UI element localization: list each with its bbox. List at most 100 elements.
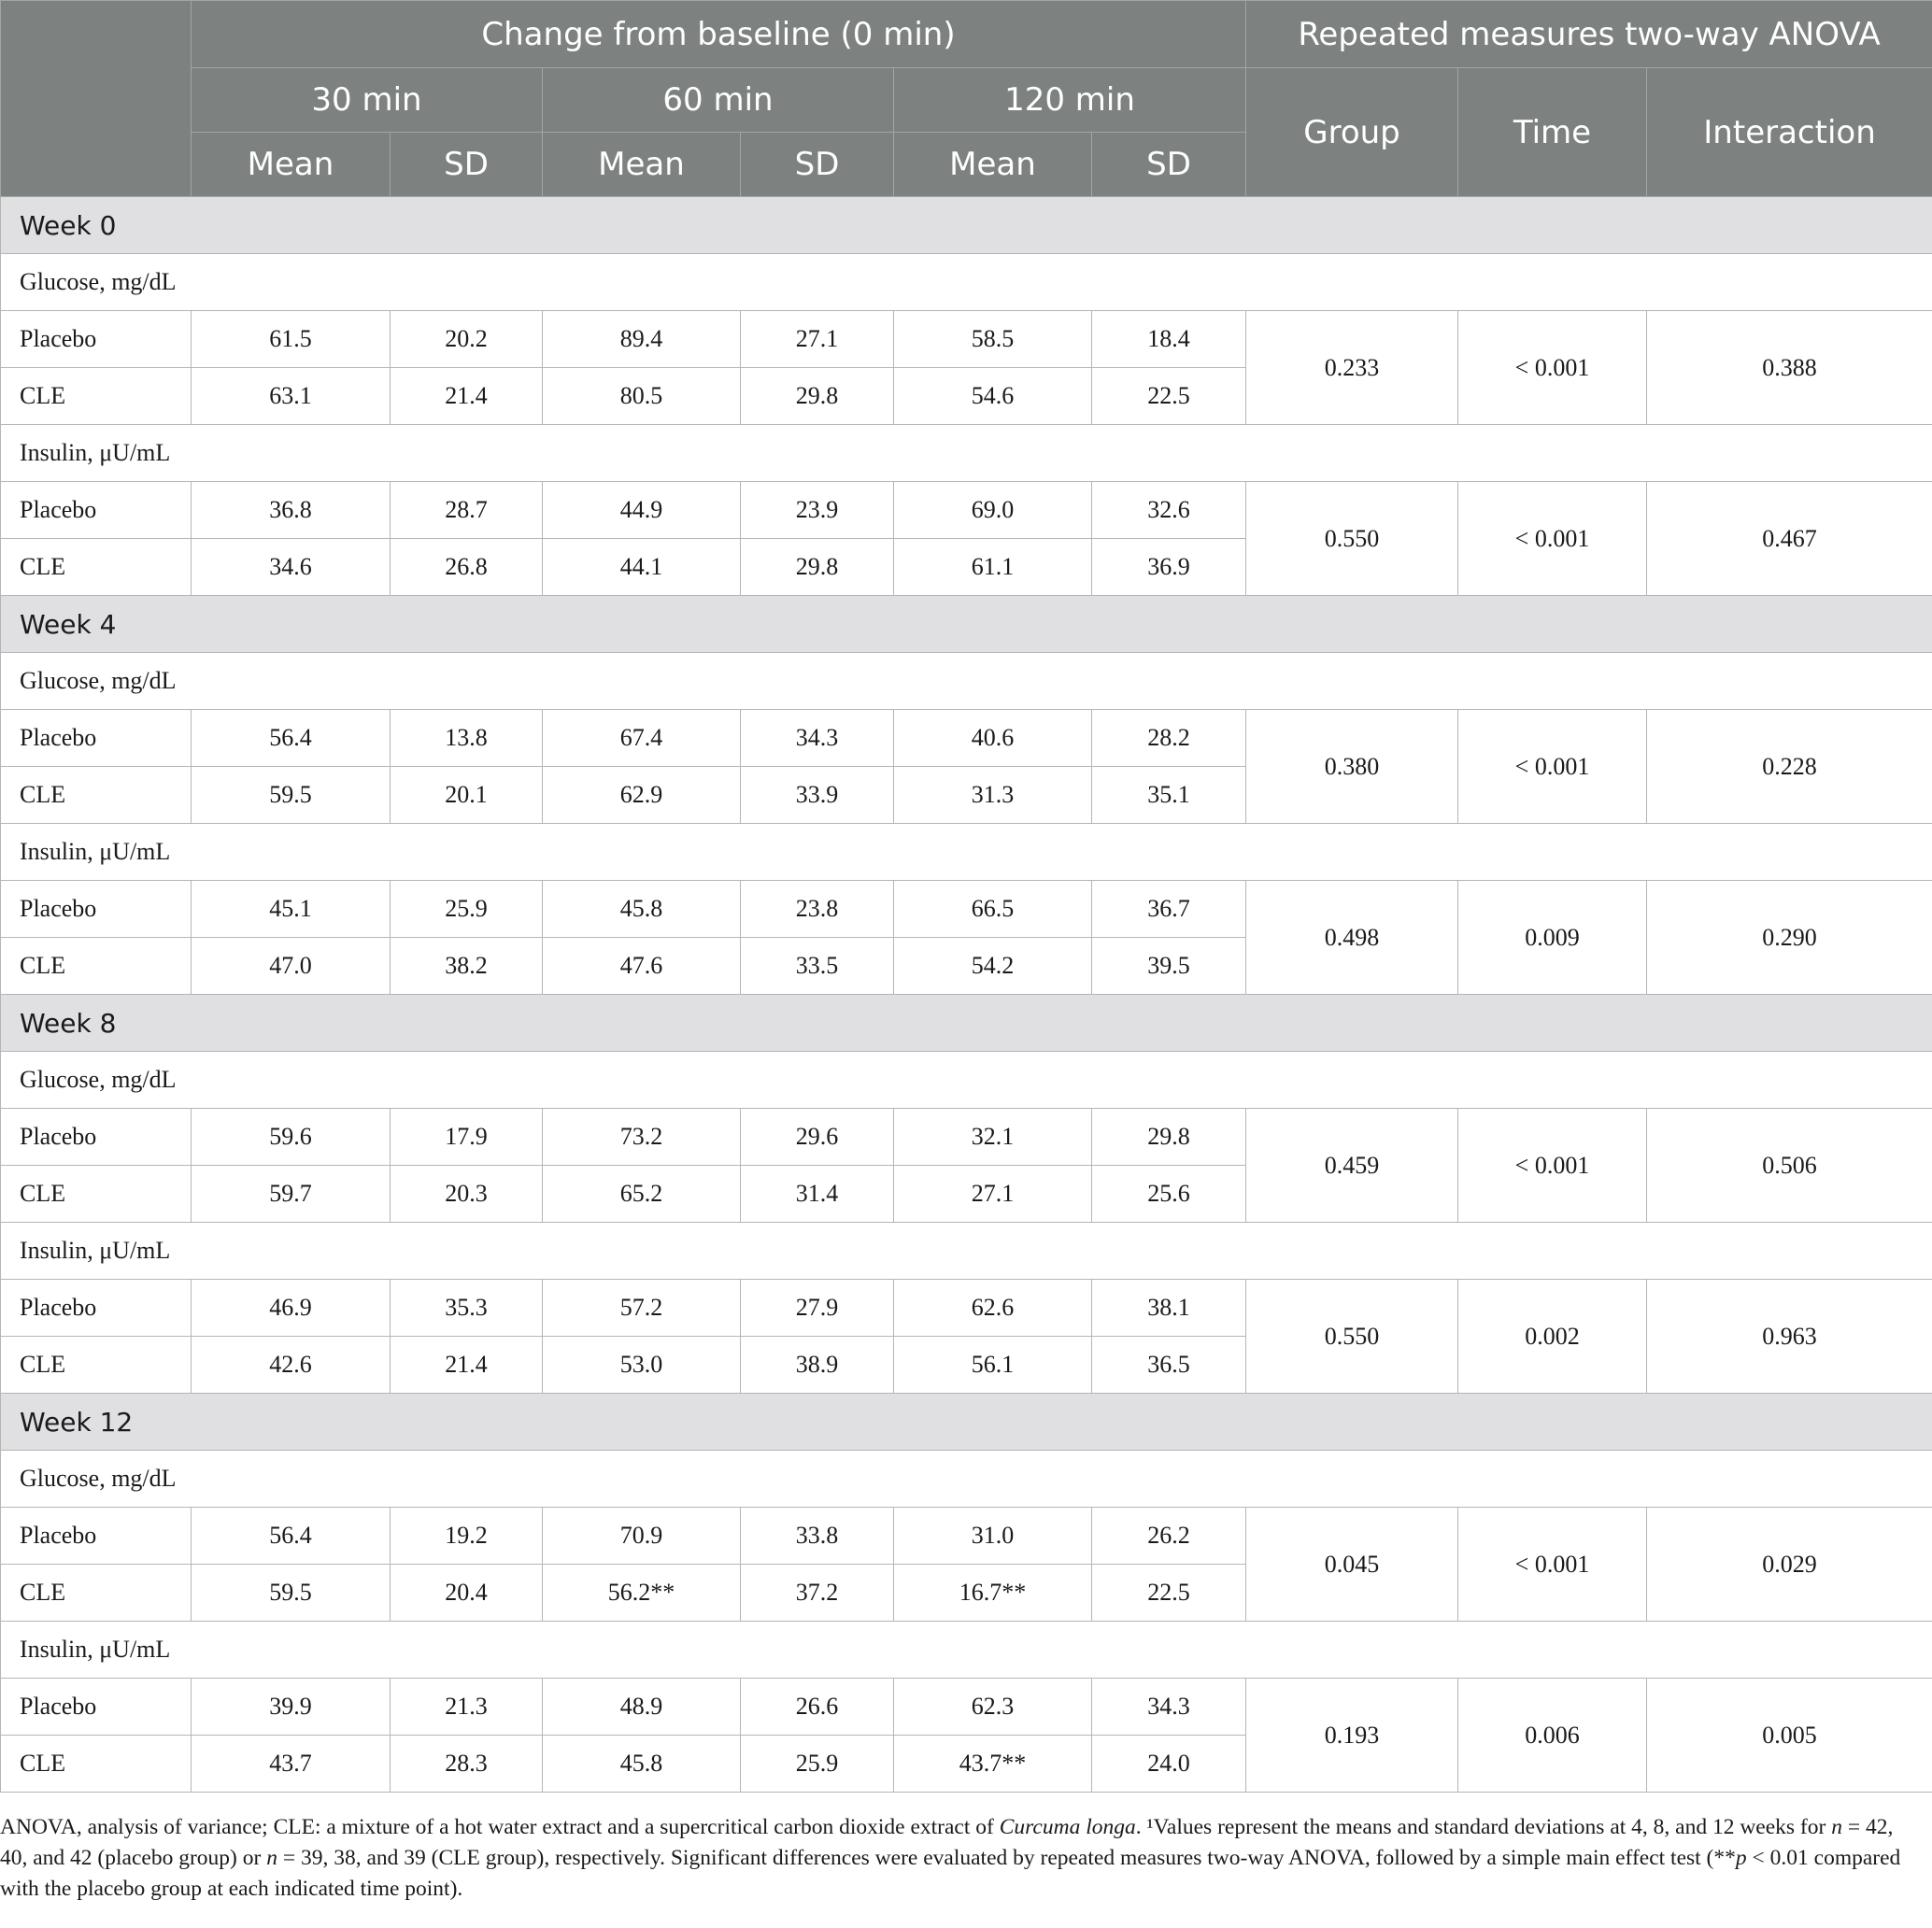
value-cell: 32.6 — [1091, 481, 1246, 539]
metric-label: Insulin, μU/mL — [0, 823, 1932, 881]
value-cell: 19.2 — [390, 1507, 543, 1565]
value-cell: 25.9 — [390, 880, 543, 938]
value-cell: 24.0 — [1091, 1735, 1246, 1793]
metric-row: Insulin, μU/mL — [0, 823, 1932, 881]
table-row: CLE 59.5 20.4 56.2** 37.2 16.7** 22.5 — [0, 1564, 1932, 1622]
metric-row: Glucose, mg/dL — [0, 253, 1932, 311]
group-label: CLE — [0, 1336, 192, 1394]
value-cell: 40.6 — [893, 709, 1092, 767]
value-cell: 63.1 — [191, 367, 391, 425]
metric-row: Insulin, μU/mL — [0, 1621, 1932, 1679]
footnote-text: < 0.01 compared with the placebo group a… — [0, 1846, 1901, 1901]
value-cell: 66.5 — [893, 880, 1092, 938]
value-cell: 28.3 — [390, 1735, 543, 1793]
value-cell: 16.7** — [893, 1564, 1092, 1622]
value-cell: 22.5 — [1091, 367, 1246, 425]
value-cell: 21.4 — [390, 367, 543, 425]
header-time: Time — [1457, 67, 1647, 197]
value-cell: 56.4 — [191, 709, 391, 767]
value-cell: 34.3 — [740, 709, 894, 767]
value-cell: 29.8 — [740, 538, 894, 596]
group-label: Placebo — [0, 880, 192, 938]
header-time-30: 30 min — [191, 67, 543, 133]
table-row: Placebo 56.4 13.8 67.4 34.3 40.6 28.2 0.380 < 0.… — [0, 709, 1932, 824]
group-label: CLE — [0, 1564, 192, 1622]
table-header: Change from baseline (0 min) Repeated me… — [0, 0, 1932, 197]
value-cell: 45.8 — [542, 1735, 741, 1793]
value-cell: 13.8 — [390, 709, 543, 767]
week-row: Week 8 — [0, 994, 1932, 1052]
anova-group-p: 0.550 — [1245, 1279, 1458, 1394]
value-cell: 61.1 — [893, 538, 1092, 596]
metric-row: Glucose, mg/dL — [0, 1450, 1932, 1508]
footnote-n: n — [266, 1846, 277, 1870]
value-cell: 46.9 — [191, 1279, 391, 1337]
week-label: Week 0 — [0, 196, 1932, 254]
value-cell: 61.5 — [191, 310, 391, 368]
value-cell: 33.5 — [740, 937, 894, 995]
value-cell: 38.1 — [1091, 1279, 1246, 1337]
value-cell: 70.9 — [542, 1507, 741, 1565]
table-row: CLE 59.7 20.3 65.2 31.4 27.1 25.6 — [0, 1165, 1932, 1223]
anova-interaction-p: 0.029 — [1645, 1507, 1932, 1622]
anova-time-p: < 0.001 — [1457, 709, 1647, 824]
value-cell: 29.8 — [1091, 1108, 1246, 1166]
value-cell: 39.5 — [1091, 937, 1246, 995]
anova-group-p: 0.380 — [1245, 709, 1458, 824]
value-cell: 34.6 — [191, 538, 391, 596]
value-cell: 62.3 — [893, 1678, 1092, 1736]
value-cell: 26.8 — [390, 538, 543, 596]
week-label: Week 12 — [0, 1393, 1932, 1451]
table-row: CLE 59.5 20.1 62.9 33.9 31.3 35.1 — [0, 766, 1932, 824]
group-label: Placebo — [0, 310, 192, 368]
value-cell: 69.0 — [893, 481, 1092, 539]
anova-interaction-p: 0.005 — [1645, 1678, 1932, 1793]
value-cell: 59.5 — [191, 766, 391, 824]
week-label: Week 4 — [0, 595, 1932, 653]
footnote-species: Curcuma longa — [999, 1815, 1136, 1839]
value-cell: 48.9 — [542, 1678, 741, 1736]
anova-time-p: 0.009 — [1457, 880, 1647, 995]
value-cell: 62.9 — [542, 766, 741, 824]
value-cell: 47.0 — [191, 937, 391, 995]
value-cell: 36.9 — [1091, 538, 1246, 596]
group-label: Placebo — [0, 1507, 192, 1565]
table-row: Placebo 39.9 21.3 48.9 26.6 62.3 34.3 0.193 0.00… — [0, 1678, 1932, 1793]
value-cell: 27.9 — [740, 1279, 894, 1337]
value-cell: 59.7 — [191, 1165, 391, 1223]
value-cell: 23.9 — [740, 481, 894, 539]
week-label: Week 8 — [0, 994, 1932, 1052]
value-cell: 31.0 — [893, 1507, 1092, 1565]
table-row: CLE 42.6 21.4 53.0 38.9 56.1 36.5 — [0, 1336, 1932, 1394]
value-cell: 25.6 — [1091, 1165, 1246, 1223]
value-cell: 45.8 — [542, 880, 741, 938]
group-label: CLE — [0, 367, 192, 425]
metric-row: Insulin, μU/mL — [0, 1222, 1932, 1280]
value-cell: 56.4 — [191, 1507, 391, 1565]
value-cell: 32.1 — [893, 1108, 1092, 1166]
metric-row: Insulin, μU/mL — [0, 424, 1932, 482]
metric-label: Glucose, mg/dL — [0, 253, 1932, 311]
value-cell: 20.4 — [390, 1564, 543, 1622]
value-cell: 27.1 — [893, 1165, 1092, 1223]
footnote-text: ANOVA, analysis of variance; CLE: a mixt… — [0, 1815, 1000, 1839]
anova-group-p: 0.550 — [1245, 481, 1458, 596]
header-sd: SD — [740, 132, 894, 197]
value-cell: 38.2 — [390, 937, 543, 995]
anova-interaction-p: 0.290 — [1645, 880, 1932, 995]
week-row: Week 12 — [0, 1393, 1932, 1451]
value-cell: 17.9 — [390, 1108, 543, 1166]
value-cell: 45.1 — [191, 880, 391, 938]
metric-label: Glucose, mg/dL — [0, 1051, 1932, 1109]
header-sd: SD — [390, 132, 543, 197]
header-mean: Mean — [893, 132, 1092, 197]
table-row: CLE 47.0 38.2 47.6 33.5 54.2 39.5 — [0, 937, 1932, 995]
group-label: CLE — [0, 766, 192, 824]
results-table: Change from baseline (0 min) Repeated me… — [0, 0, 1932, 1793]
value-cell: 42.6 — [191, 1336, 391, 1394]
table-body: Week 0 Glucose, mg/dL Placebo 61.5 20.2 89.4 2… — [0, 196, 1932, 1793]
header-mean: Mean — [191, 132, 391, 197]
anova-time-p: < 0.001 — [1457, 310, 1647, 425]
anova-interaction-p: 0.228 — [1645, 709, 1932, 824]
value-cell: 36.5 — [1091, 1336, 1246, 1394]
